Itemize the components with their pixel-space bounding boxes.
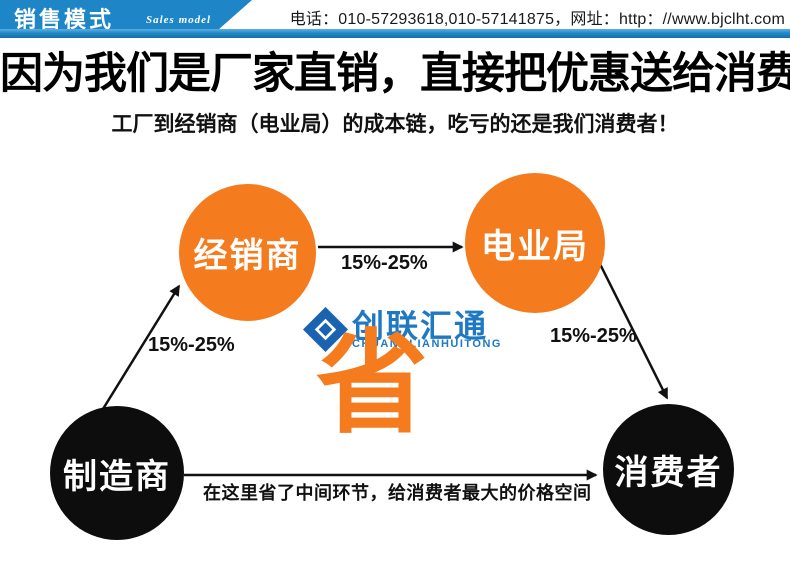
page-title: 销售模式 [14,7,115,32]
brand-name-en: CHUANGLIANHUITONG [352,338,502,350]
node-label: 经销商 [193,237,302,275]
header-ribbon [0,0,252,30]
node-power-bureau: 电业局 [465,173,605,313]
subheadline: 工厂到经销商（电业局）的成本链，吃亏的还是我们消费者！ [111,113,679,136]
savings-highlight-char: 省 [316,321,428,446]
edge-label-distributor-power-bureau: 15%-25% [341,252,428,274]
node-manufacturer: 制造商 [50,406,184,540]
edge-label-manufacturer-distributor: 15%-25% [148,334,235,356]
header-stripe [0,29,790,38]
brand-logo-icon [302,306,349,353]
edge-label-power-bureau-consumer: 15%-25% [550,325,637,347]
headline: 因为我们是厂家直销，直接把优惠送给消费者 [0,50,790,98]
node-consumer: 消费者 [603,404,734,535]
node-label: 制造商 [63,457,171,496]
bottom-caption: 在这里省了中间环节，给消费者最大的价格空间 [203,483,592,503]
brand-name: 创联汇通 [352,308,489,344]
node-label: 电业局 [481,227,589,266]
page-subtitle-en: Sales model [146,14,212,26]
node-label: 消费者 [614,454,723,492]
node-distributor: 经销商 [179,184,316,321]
contact-info: 电话：010-57293618,010-57141875，网址：http：//w… [289,11,785,28]
